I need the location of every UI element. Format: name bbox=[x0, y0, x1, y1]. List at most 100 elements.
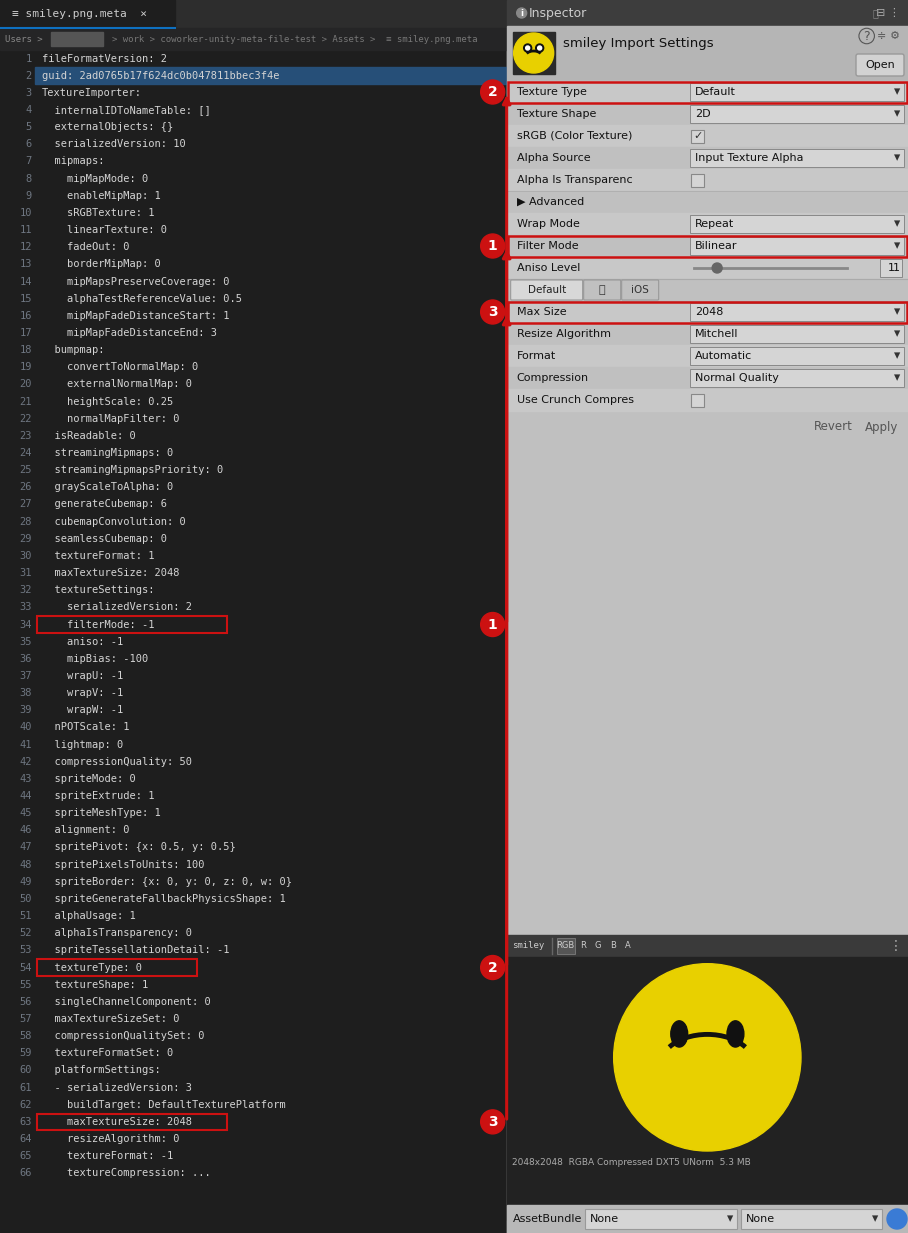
Text: 21: 21 bbox=[19, 397, 32, 407]
Text: 45: 45 bbox=[19, 808, 32, 819]
Text: 55: 55 bbox=[19, 980, 32, 990]
Text: 13: 13 bbox=[19, 259, 32, 269]
FancyBboxPatch shape bbox=[690, 369, 904, 387]
Circle shape bbox=[480, 1110, 505, 1134]
Text: streamingMipmaps: 0: streamingMipmaps: 0 bbox=[42, 448, 173, 457]
Text: 26: 26 bbox=[19, 482, 32, 492]
Text: alphaTestReferenceValue: 0.5: alphaTestReferenceValue: 0.5 bbox=[42, 293, 242, 303]
Text: RGB: RGB bbox=[557, 942, 575, 951]
Text: 66: 66 bbox=[19, 1169, 32, 1179]
Circle shape bbox=[480, 613, 505, 636]
Text: cubemapConvolution: 0: cubemapConvolution: 0 bbox=[42, 517, 186, 526]
Text: maxTextureSize: 2048: maxTextureSize: 2048 bbox=[42, 568, 180, 578]
Text: 5: 5 bbox=[25, 122, 32, 132]
FancyBboxPatch shape bbox=[690, 237, 904, 255]
Circle shape bbox=[536, 44, 544, 52]
Text: sRGB (Color Texture): sRGB (Color Texture) bbox=[517, 131, 632, 141]
Text: ▾: ▾ bbox=[727, 1212, 733, 1226]
Text: Default: Default bbox=[696, 88, 736, 97]
Text: 3: 3 bbox=[25, 88, 32, 97]
Text: Automatic: Automatic bbox=[696, 351, 753, 361]
Circle shape bbox=[524, 44, 532, 52]
Circle shape bbox=[887, 1210, 907, 1229]
FancyBboxPatch shape bbox=[510, 280, 583, 300]
Text: ▾: ▾ bbox=[893, 217, 900, 231]
Text: 44: 44 bbox=[19, 792, 32, 801]
Text: 30: 30 bbox=[19, 551, 32, 561]
Text: 34: 34 bbox=[19, 619, 32, 630]
Text: linearTexture: 0: linearTexture: 0 bbox=[42, 226, 167, 236]
Text: Filter Mode: Filter Mode bbox=[517, 240, 578, 252]
Text: alignment: 0: alignment: 0 bbox=[42, 825, 130, 835]
Bar bbox=[507, 191, 908, 213]
Text: 59: 59 bbox=[19, 1048, 32, 1058]
Text: isReadable: 0: isReadable: 0 bbox=[42, 430, 136, 441]
Text: iOS: iOS bbox=[631, 285, 649, 295]
FancyBboxPatch shape bbox=[690, 215, 904, 233]
Text: 50: 50 bbox=[19, 894, 32, 904]
FancyBboxPatch shape bbox=[584, 280, 621, 300]
Text: 48: 48 bbox=[19, 859, 32, 869]
Text: compressionQualitySet: 0: compressionQualitySet: 0 bbox=[42, 1031, 204, 1041]
Text: 47: 47 bbox=[19, 842, 32, 852]
Bar bbox=[691, 393, 705, 407]
Bar bbox=[37, 616, 227, 633]
Text: externalObjects: {}: externalObjects: {} bbox=[42, 122, 173, 132]
Text: 29: 29 bbox=[19, 534, 32, 544]
Text: Default: Default bbox=[528, 285, 566, 295]
Bar bbox=[507, 1205, 908, 1233]
Text: 🖥: 🖥 bbox=[599, 285, 606, 295]
Text: i: i bbox=[520, 9, 523, 17]
Text: ▾: ▾ bbox=[872, 1212, 878, 1226]
Bar bbox=[507, 414, 908, 440]
Text: ▾: ▾ bbox=[893, 85, 900, 99]
Text: Alpha Is Transparenc: Alpha Is Transparenc bbox=[517, 175, 632, 185]
Text: 3: 3 bbox=[488, 1115, 498, 1129]
Text: Format: Format bbox=[517, 351, 556, 361]
Text: R: R bbox=[580, 942, 586, 951]
Bar bbox=[507, 236, 908, 256]
Text: 10: 10 bbox=[19, 208, 32, 218]
Ellipse shape bbox=[671, 1021, 687, 1047]
Text: enableMipMap: 1: enableMipMap: 1 bbox=[42, 191, 161, 201]
Text: Alpha Source: Alpha Source bbox=[517, 153, 590, 163]
Text: wrapU: -1: wrapU: -1 bbox=[42, 671, 123, 681]
Bar bbox=[507, 957, 908, 1219]
FancyBboxPatch shape bbox=[690, 326, 904, 343]
Text: 39: 39 bbox=[19, 705, 32, 715]
Text: Repeat: Repeat bbox=[696, 219, 735, 229]
Text: bumpmap:: bumpmap: bbox=[42, 345, 104, 355]
Text: Resize Algorithm: Resize Algorithm bbox=[517, 329, 611, 339]
Bar bbox=[0, 28, 507, 51]
Text: streamingMipmapsPriority: 0: streamingMipmapsPriority: 0 bbox=[42, 465, 223, 475]
Bar bbox=[691, 174, 705, 186]
Bar bbox=[507, 104, 908, 125]
Text: 6: 6 bbox=[25, 139, 32, 149]
Text: 14: 14 bbox=[19, 276, 32, 286]
Text: Bilinear: Bilinear bbox=[696, 240, 738, 252]
Text: 19: 19 bbox=[19, 363, 32, 372]
Text: 56: 56 bbox=[19, 996, 32, 1007]
Text: 36: 36 bbox=[19, 653, 32, 663]
Text: Texture Shape: Texture Shape bbox=[517, 109, 596, 120]
Bar bbox=[507, 213, 908, 236]
Bar bbox=[507, 301, 908, 323]
Text: 2048x2048  RGBA Compressed DXT5 UNorm  5.3 MB: 2048x2048 RGBA Compressed DXT5 UNorm 5.3… bbox=[512, 1158, 750, 1166]
Text: convertToNormalMap: 0: convertToNormalMap: 0 bbox=[42, 363, 198, 372]
Text: mipMapFadeDistanceEnd: 3: mipMapFadeDistanceEnd: 3 bbox=[42, 328, 217, 338]
Text: internalIDToNameTable: []: internalIDToNameTable: [] bbox=[42, 105, 211, 115]
Bar bbox=[507, 0, 908, 26]
Circle shape bbox=[538, 46, 542, 51]
Text: ▾: ▾ bbox=[893, 239, 900, 253]
Text: TextureImporter:: TextureImporter: bbox=[42, 88, 142, 97]
Bar bbox=[507, 935, 908, 957]
Text: ▾: ▾ bbox=[893, 349, 900, 363]
Text: 53: 53 bbox=[19, 946, 32, 956]
Text: 2: 2 bbox=[25, 70, 32, 80]
Text: 4: 4 bbox=[25, 105, 32, 115]
Bar bbox=[507, 0, 908, 1233]
Text: 15: 15 bbox=[19, 293, 32, 303]
Text: ▶ Advanced: ▶ Advanced bbox=[517, 197, 584, 207]
Text: 42: 42 bbox=[19, 757, 32, 767]
Bar bbox=[507, 256, 908, 279]
